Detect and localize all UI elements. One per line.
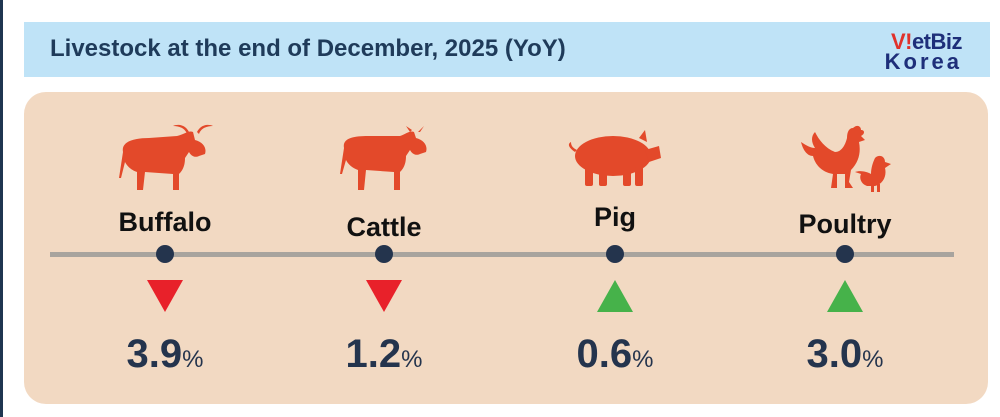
timeline-dot [836, 245, 854, 263]
header-banner: Livestock at the end of December, 2025 (… [24, 22, 990, 77]
cattle-icon [334, 122, 434, 194]
timeline-dot [606, 245, 624, 263]
livestock-panel: Buffalo 3.9% Cattle 1.2% [24, 92, 988, 404]
livestock-item-cattle: Cattle 1.2% [274, 92, 494, 404]
up-arrow-icon [595, 278, 635, 314]
livestock-label: Pig [593, 202, 636, 232]
livestock-label: Cattle [346, 212, 422, 242]
livestock-item-poultry: Poultry 3.0% [735, 92, 955, 404]
vietbiz-korea-logo: V!etBiz Korea [852, 29, 963, 74]
livestock-item-pig: Pig 0.6% [505, 92, 725, 404]
change-value: 0.6% [576, 332, 654, 376]
livestock-label: Buffalo [118, 207, 212, 237]
buffalo-icon [115, 122, 215, 194]
down-arrow-icon [364, 278, 404, 314]
livestock-label: Poultry [798, 209, 892, 239]
down-arrow-icon [145, 278, 185, 314]
left-border-line [0, 0, 3, 417]
timeline-dot [375, 245, 393, 263]
pig-icon [565, 122, 665, 194]
logo-line-1: V!etBiz [890, 29, 963, 54]
page-title: Livestock at the end of December, 2025 (… [50, 35, 566, 62]
up-arrow-icon [825, 278, 865, 314]
poultry-icon [795, 122, 895, 194]
livestock-item-buffalo: Buffalo 3.9% [55, 92, 275, 404]
logo-line-2: Korea [884, 49, 962, 74]
timeline-line [50, 252, 954, 257]
change-value: 3.9% [126, 332, 204, 376]
change-value: 3.0% [806, 332, 884, 376]
change-value: 1.2% [345, 332, 423, 376]
timeline-dot [156, 245, 174, 263]
